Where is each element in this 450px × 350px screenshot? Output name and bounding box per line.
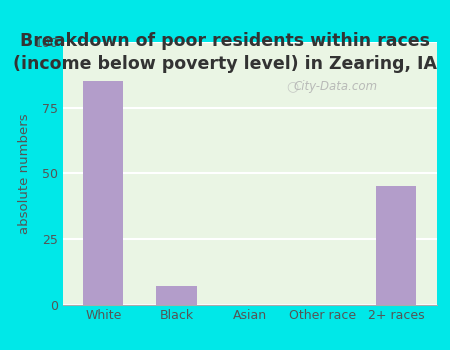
Bar xyxy=(376,186,416,304)
Bar xyxy=(83,82,123,304)
Text: ○: ○ xyxy=(287,80,299,93)
Bar xyxy=(157,286,197,304)
Y-axis label: absolute numbers: absolute numbers xyxy=(18,113,32,233)
Text: Breakdown of poor residents within races
(income below poverty level) in Zearing: Breakdown of poor residents within races… xyxy=(13,32,437,73)
Text: City-Data.com: City-Data.com xyxy=(293,80,378,93)
